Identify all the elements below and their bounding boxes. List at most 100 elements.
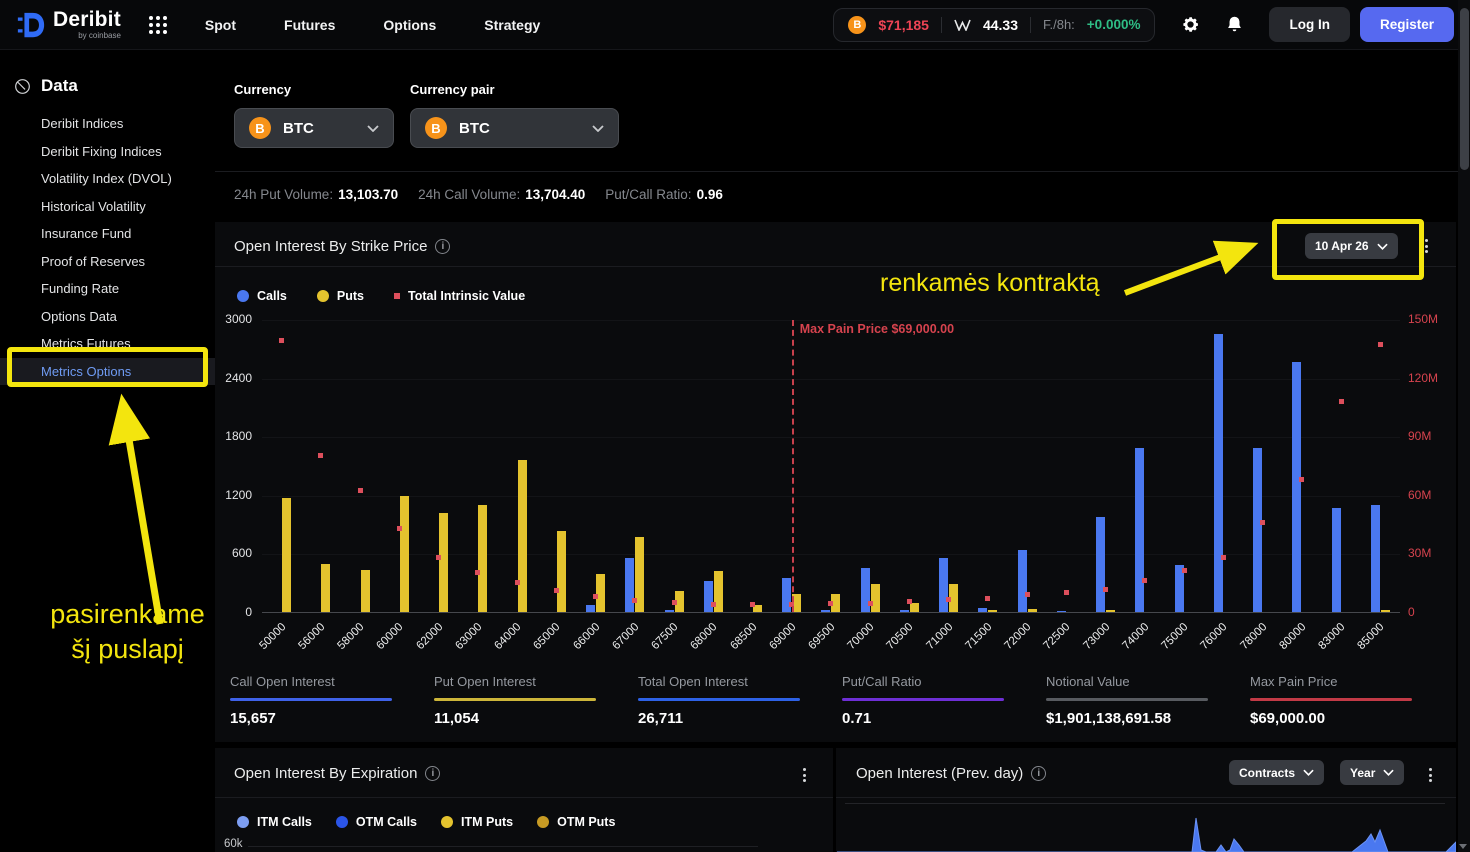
sidebar-item-volatility-index-dvol-[interactable]: Volatility Index (DVOL) <box>0 165 215 193</box>
dvol-icon <box>954 19 971 31</box>
login-button[interactable]: Log In <box>1269 7 1350 42</box>
strike-column-58000 <box>340 320 379 612</box>
legend-item-total-intrinsic-value[interactable]: Total Intrinsic Value <box>394 289 525 303</box>
currency-pair-dropdown[interactable]: B BTC <box>410 108 619 148</box>
market-ticker[interactable]: B $71,185 44.33 F./8h: +0.000% <box>833 8 1155 42</box>
legend-item-itm-puts[interactable]: ITM Puts <box>441 815 513 829</box>
intrinsic-value-point <box>279 338 284 343</box>
intrinsic-value-point <box>711 602 716 607</box>
info-icon[interactable]: i <box>435 239 450 254</box>
volume-stat-value: 0.96 <box>697 187 723 202</box>
expiration-y-tick: 60k <box>224 838 243 850</box>
stat-label: Put/Call Ratio <box>842 674 1022 689</box>
btc-coin-icon: B <box>249 117 271 139</box>
scrollbar-down-arrow[interactable] <box>1459 844 1467 849</box>
stat-label: Max Pain Price <box>1250 674 1430 689</box>
stat-underline <box>1250 698 1412 701</box>
info-icon[interactable]: i <box>1031 766 1046 781</box>
sidebar-item-insurance-fund[interactable]: Insurance Fund <box>0 220 215 248</box>
intrinsic-value-point <box>1221 555 1226 560</box>
sidebar-item-options-data[interactable]: Options Data <box>0 303 215 331</box>
notifications-bell-icon[interactable] <box>1226 15 1243 34</box>
divider <box>215 797 833 798</box>
currency-dropdown[interactable]: B BTC <box>234 108 394 148</box>
puts-bar <box>478 505 487 612</box>
volume-stats-bar: 24h Put Volume:13,103.7024h Call Volume:… <box>234 187 723 202</box>
units-dropdown[interactable]: Contracts <box>1229 760 1324 785</box>
right-axis-tick: 60M <box>1408 488 1460 502</box>
ticker-separator <box>1030 17 1031 33</box>
nav-item-options[interactable]: Options <box>383 17 436 33</box>
strike-column-80000 <box>1282 320 1321 612</box>
strike-chart-legend: Calls Puts Total Intrinsic Value <box>237 289 525 303</box>
intrinsic-value-point <box>868 601 873 606</box>
chevron-down-icon <box>1303 769 1314 776</box>
intrinsic-value-point <box>593 594 598 599</box>
page-scrollbar[interactable] <box>1458 0 1470 852</box>
volume-stat-value: 13,103.70 <box>338 187 398 202</box>
sidebar-item-proof-of-reserves[interactable]: Proof of Reserves <box>0 248 215 276</box>
legend-item-otm-puts[interactable]: OTM Puts <box>537 815 615 829</box>
calls-bar <box>782 578 791 612</box>
intrinsic-value-point <box>554 588 559 593</box>
left-axis-tick: 1800 <box>192 429 252 443</box>
stat-label: Total Open Interest <box>638 674 818 689</box>
calls-bar <box>1057 611 1066 612</box>
strike-column-64000 <box>497 320 536 612</box>
puts-bar <box>518 460 527 612</box>
legend-label: OTM Puts <box>557 815 615 829</box>
scrollbar-thumb[interactable] <box>1460 8 1469 170</box>
prevday-panel-title: Open Interest (Prev. day) <box>856 765 1023 782</box>
sidebar-item-deribit-fixing-indices[interactable]: Deribit Fixing Indices <box>0 138 215 166</box>
nav-item-futures[interactable]: Futures <box>284 17 335 33</box>
intrinsic-value-point <box>397 526 402 531</box>
stat-value: 11,054 <box>434 710 614 727</box>
calls-bar <box>900 610 909 612</box>
puts-bar <box>1381 610 1390 612</box>
intrinsic-value-point <box>750 602 755 607</box>
expiration-panel-menu-icon[interactable] <box>799 764 810 786</box>
strike-column-56000 <box>301 320 340 612</box>
expiration-panel <box>215 748 833 852</box>
circle-swatch-icon <box>336 816 348 828</box>
calls-bar <box>821 610 830 612</box>
stat-underline <box>638 698 800 701</box>
intrinsic-value-point <box>436 555 441 560</box>
sidebar-list: Deribit IndicesDeribit Fixing IndicesVol… <box>0 110 215 385</box>
legend-item-puts[interactable]: Puts <box>317 289 364 303</box>
puts-bar <box>871 584 880 612</box>
btc-coin-icon: B <box>425 117 447 139</box>
volume-stat: 24h Put Volume:13,103.70 <box>234 187 398 202</box>
stat-value: 15,657 <box>230 710 410 727</box>
prevday-panel-menu-icon[interactable] <box>1425 764 1436 786</box>
stat-label: Put Open Interest <box>434 674 614 689</box>
strike-column-50000 <box>262 320 301 612</box>
sidebar-item-historical-volatility[interactable]: Historical Volatility <box>0 193 215 221</box>
sidebar-section-data: Data <box>0 50 215 96</box>
legend-item-otm-calls[interactable]: OTM Calls <box>336 815 417 829</box>
sidebar-item-deribit-indices[interactable]: Deribit Indices <box>0 110 215 138</box>
brand-name: Deribit <box>53 9 121 30</box>
legend-item-calls[interactable]: Calls <box>237 289 287 303</box>
legend-label: ITM Calls <box>257 815 312 829</box>
strike-column-60000 <box>380 320 419 612</box>
expiration-top-gridline <box>248 846 758 847</box>
intrinsic-value-point <box>985 596 990 601</box>
nav-item-spot[interactable]: Spot <box>205 17 236 33</box>
deribit-logo[interactable]: Deribit by coinbase <box>16 9 121 40</box>
range-dropdown[interactable]: Year <box>1340 760 1404 785</box>
sidebar-item-funding-rate[interactable]: Funding Rate <box>0 275 215 303</box>
legend-label: Puts <box>337 289 364 303</box>
settings-gear-icon[interactable] <box>1181 15 1200 34</box>
page: Deribit by coinbase Spot Futures Options St… <box>0 0 1470 852</box>
legend-label: Calls <box>257 289 287 303</box>
info-icon[interactable]: i <box>425 766 440 781</box>
apps-grid-icon[interactable] <box>149 16 167 34</box>
nav-item-strategy[interactable]: Strategy <box>484 17 540 33</box>
intrinsic-value-point <box>1260 520 1265 525</box>
register-button[interactable]: Register <box>1360 7 1454 42</box>
max-pain-line <box>792 320 794 612</box>
circle-swatch-icon <box>441 816 453 828</box>
legend-item-itm-calls[interactable]: ITM Calls <box>237 815 312 829</box>
prevday-panel-title-row: Open Interest (Prev. day) i <box>856 765 1046 782</box>
